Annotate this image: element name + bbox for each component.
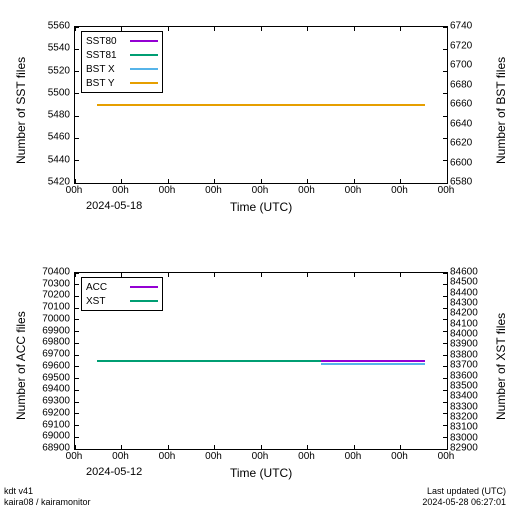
x-tick: 00h — [66, 185, 83, 196]
legend-swatch — [130, 286, 158, 288]
y-left-tick: 5540 — [20, 43, 70, 54]
y-left-tick: 70400 — [20, 267, 70, 278]
y-right-tick: 83800 — [450, 349, 478, 360]
updated-label: Last updated (UTC) — [427, 486, 506, 496]
y-right-tick: 6660 — [450, 99, 472, 110]
y-right-tick: 84000 — [450, 329, 478, 340]
legend-label: ACC — [86, 282, 126, 293]
legend-swatch — [130, 40, 158, 42]
y-left-tick: 68900 — [20, 443, 70, 454]
date-label: 2024-05-12 — [86, 466, 142, 478]
y-right-tick: 6600 — [450, 157, 472, 168]
x-tick: 00h — [205, 185, 222, 196]
x-tick: 00h — [438, 185, 455, 196]
x-tick: 00h — [205, 451, 222, 462]
date-label: 2024-05-18 — [86, 200, 142, 212]
y-left-tick: 70300 — [20, 278, 70, 289]
y-right-tick: 6700 — [450, 60, 472, 71]
x-tick: 00h — [391, 185, 408, 196]
acc-xst-chart: ACC XST — [74, 272, 448, 450]
updated-time: 2024-05-28 06:27:01 — [422, 497, 506, 507]
y-right-tick: 84100 — [450, 318, 478, 329]
y-left-tick: 69000 — [20, 431, 70, 442]
y-right-tick: 83600 — [450, 370, 478, 381]
y-right-label: Number of BST files — [494, 57, 508, 164]
x-tick: 00h — [345, 451, 362, 462]
x-tick: 00h — [298, 451, 315, 462]
legend-item: SST80 — [86, 34, 158, 48]
y-right-tick: 84200 — [450, 308, 478, 319]
host-label: kaira08 / kairamonitor — [4, 497, 91, 507]
y-right-tick: 84500 — [450, 277, 478, 288]
kdt-version: kdt v41 — [4, 486, 33, 496]
y-right-tick: 6640 — [450, 118, 472, 129]
legend-label: BST X — [86, 64, 126, 75]
x-tick: 00h — [112, 185, 129, 196]
legend-swatch — [130, 300, 158, 302]
series-bst-y — [97, 104, 424, 106]
y-left-tick: 69100 — [20, 419, 70, 430]
legend-swatch — [130, 68, 158, 70]
series-xst — [97, 360, 320, 362]
y-right-tick: 84300 — [450, 298, 478, 309]
x-tick: 00h — [298, 185, 315, 196]
legend-item: XST — [86, 294, 158, 308]
y-left-tick: 5560 — [20, 21, 70, 32]
legend-label: SST81 — [86, 50, 126, 61]
x-tick: 00h — [252, 185, 269, 196]
y-right-tick: 83000 — [450, 432, 478, 443]
legend: SST80 SST81 BST X BST Y — [81, 31, 163, 93]
y-left-label: Number of SST files — [14, 57, 28, 164]
sst-bst-chart: SST80 SST81 BST X BST Y — [74, 26, 448, 184]
x-tick: 00h — [438, 451, 455, 462]
x-tick: 00h — [345, 185, 362, 196]
y-left-tick: 70200 — [20, 290, 70, 301]
y-right-tick: 83500 — [450, 380, 478, 391]
x-tick: 00h — [159, 451, 176, 462]
y-right-tick: 6720 — [450, 40, 472, 51]
legend: ACC XST — [81, 277, 163, 311]
x-tick: 00h — [391, 451, 408, 462]
y-right-tick: 83900 — [450, 339, 478, 350]
legend-swatch — [130, 54, 158, 56]
y-right-tick: 6620 — [450, 138, 472, 149]
y-left-tick: 5420 — [20, 177, 70, 188]
y-right-tick: 6740 — [450, 21, 472, 32]
series-xst2 — [321, 363, 425, 365]
x-tick: 00h — [252, 451, 269, 462]
x-tick: 00h — [112, 451, 129, 462]
legend-item: ACC — [86, 280, 158, 294]
legend-label: SST80 — [86, 36, 126, 47]
y-right-tick: 84600 — [450, 267, 478, 278]
y-right-tick: 84400 — [450, 287, 478, 298]
y-left-label: Number of ACC files — [14, 311, 28, 420]
y-right-tick: 83300 — [450, 401, 478, 412]
legend-item: SST81 — [86, 48, 158, 62]
legend-item: BST Y — [86, 76, 158, 90]
y-right-tick: 83100 — [450, 422, 478, 433]
legend-swatch — [130, 82, 158, 84]
legend-label: BST Y — [86, 78, 126, 89]
x-tick: 00h — [159, 185, 176, 196]
y-right-tick: 83700 — [450, 360, 478, 371]
x-tick: 00h — [66, 451, 83, 462]
legend-label: XST — [86, 296, 126, 307]
legend-item: BST X — [86, 62, 158, 76]
y-right-tick: 83200 — [450, 411, 478, 422]
y-right-tick: 6680 — [450, 79, 472, 90]
x-label: Time (UTC) — [230, 200, 292, 214]
y-right-tick: 83400 — [450, 391, 478, 402]
x-label: Time (UTC) — [230, 466, 292, 480]
y-right-label: Number of XST files — [494, 313, 508, 420]
